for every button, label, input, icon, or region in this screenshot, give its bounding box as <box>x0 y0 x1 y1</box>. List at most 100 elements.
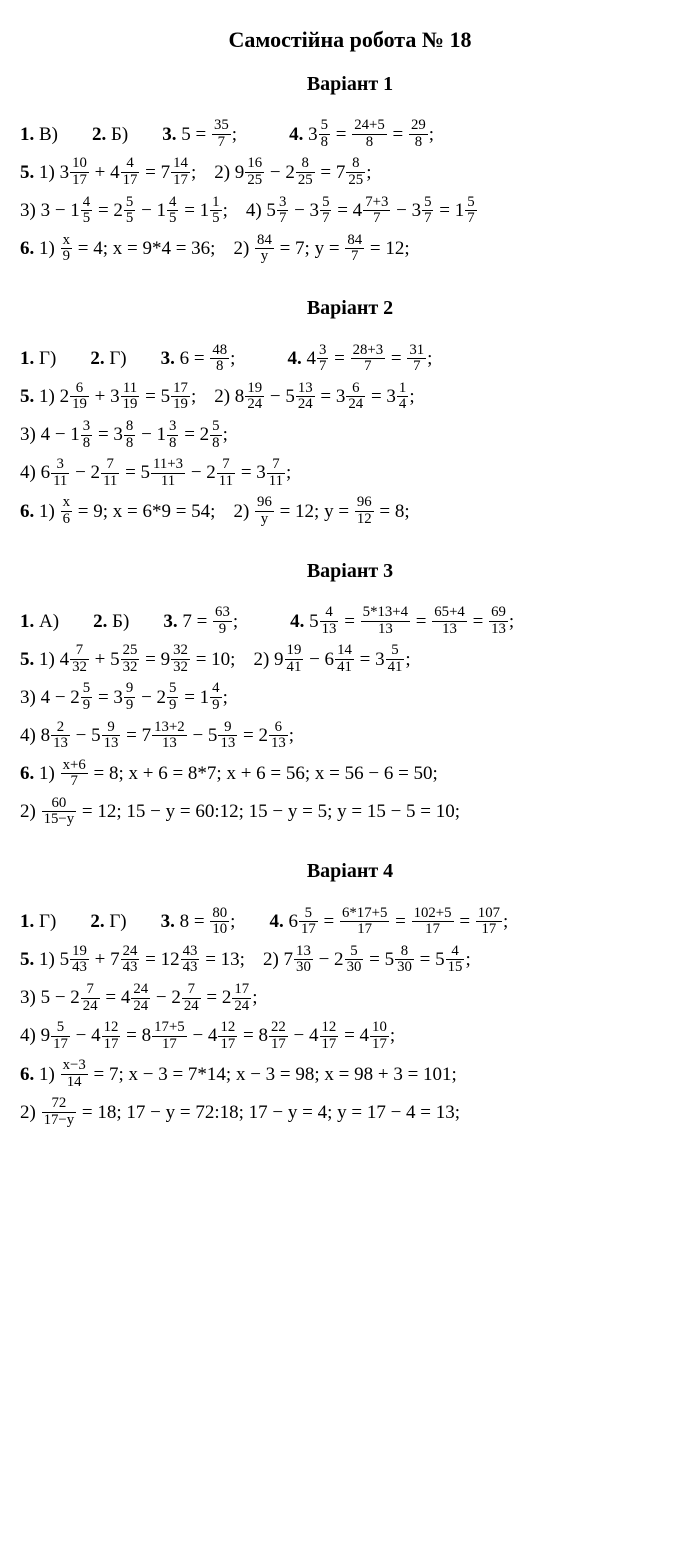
math-text: = 5 <box>120 462 150 483</box>
math-text: ; <box>230 911 235 932</box>
fraction: 417 <box>121 156 140 188</box>
fraction: 830 <box>395 944 414 976</box>
math-text: = 3 <box>236 462 266 483</box>
fraction: 96y <box>255 495 274 527</box>
math-text: 6 <box>284 911 298 932</box>
math-text: + 7 <box>90 949 120 970</box>
math-text: ; <box>366 162 371 183</box>
fraction: 99 <box>124 681 135 713</box>
fraction: 213 <box>51 720 70 752</box>
variant-heading: Варіант 4 <box>20 852 680 890</box>
math-text: 1) 5 <box>34 949 69 970</box>
math-text: = <box>390 911 410 932</box>
fraction: 1017 <box>70 156 89 188</box>
math-text: = 12 <box>140 949 179 970</box>
fraction: 58 <box>210 419 221 451</box>
fraction: 530 <box>345 944 364 976</box>
math-text: ; <box>289 725 294 746</box>
math-text: = <box>339 611 359 632</box>
math-text: = 8; x + 6 = 8*7; x + 6 = 56; x = 56 − 6… <box>89 763 438 784</box>
math-text: ; <box>509 611 514 632</box>
fraction: 59 <box>167 681 178 713</box>
fraction: 517 <box>299 906 318 938</box>
math-text: = 9 <box>140 649 170 670</box>
fraction: 1324 <box>296 381 315 413</box>
fraction: 311 <box>51 457 69 489</box>
fraction: 2532 <box>121 643 140 675</box>
problem-number: 2. <box>90 911 104 932</box>
math-text: ; <box>230 348 235 369</box>
fraction: 298 <box>409 118 428 150</box>
fraction: 619 <box>70 381 89 413</box>
math-text: = 2 <box>202 987 232 1008</box>
math-line: 6. 1) x6 = 9; x = 6*9 = 54;2) 96y = 12; … <box>20 494 680 530</box>
fraction: 28+37 <box>351 343 386 375</box>
math-text: 1) <box>34 238 59 259</box>
math-text: 3) 4 − 1 <box>20 424 80 445</box>
fraction: 15 <box>210 195 221 227</box>
math-line: 2) 7217−y = 18; 17 − y = 72:18; 17 − y =… <box>20 1095 680 1131</box>
fraction: 38 <box>81 419 92 451</box>
math-text: 2) 9 <box>214 162 244 183</box>
math-text: = 2 <box>238 725 268 746</box>
math-text: − 2 <box>70 462 100 483</box>
math-text: − 1 <box>136 424 166 445</box>
math-line: 4) 8213 − 5913 = 713+213 − 5913 = 2613; <box>20 718 680 754</box>
math-text: − 4 <box>289 1025 319 1046</box>
math-text: − 4 <box>188 1025 218 1046</box>
math-text: = <box>331 124 351 145</box>
math-text: 7 = <box>178 611 212 632</box>
fraction: 59 <box>81 681 92 713</box>
math-text: Г) <box>34 911 56 932</box>
fraction: 45 <box>167 195 178 227</box>
math-text: Г) <box>34 348 56 369</box>
problem-number: 1. <box>20 124 34 145</box>
fraction: 1217 <box>218 1020 237 1052</box>
fraction: x+67 <box>61 758 88 790</box>
math-text: = <box>319 911 339 932</box>
math-line: 5. 1) 51943 + 72443 = 124343 = 13;2) 713… <box>20 942 680 978</box>
math-text: − 2 <box>186 462 216 483</box>
math-line: 3) 4 − 259 = 399 − 259 = 149; <box>20 680 680 716</box>
fraction: 37 <box>277 195 288 227</box>
math-text: − 1 <box>136 200 166 221</box>
math-line: 6. 1) x−314 = 7; x − 3 = 7*14; x − 3 = 9… <box>20 1057 680 1093</box>
problem-number: 5. <box>20 386 34 407</box>
math-text: ; <box>409 386 414 407</box>
math-text: = 3 <box>93 424 123 445</box>
math-text: 4) 9 <box>20 1025 50 1046</box>
problem-number: 4. <box>289 124 303 145</box>
fraction: 2217 <box>269 1020 288 1052</box>
fraction: 3232 <box>171 643 190 675</box>
math-text: = 3 <box>355 649 385 670</box>
math-text: 1) 4 <box>34 649 69 670</box>
problem-number: 6. <box>20 1064 34 1085</box>
problem-number: 5. <box>20 949 34 970</box>
fraction: 45 <box>81 195 92 227</box>
fraction: 1330 <box>294 944 313 976</box>
math-text: − 6 <box>304 649 334 670</box>
math-text: = <box>468 611 488 632</box>
fraction: 488 <box>210 343 229 375</box>
fraction: 9612 <box>355 495 374 527</box>
math-text: = 5 <box>415 949 445 970</box>
fraction: 1924 <box>245 381 264 413</box>
problem-number: 1. <box>20 911 34 932</box>
fraction: 58 <box>319 118 330 150</box>
fraction: 2424 <box>131 982 150 1014</box>
math-text: − 2 <box>136 687 166 708</box>
fraction: 84y <box>255 233 274 265</box>
variant-heading: Варіант 1 <box>20 65 680 103</box>
math-text: = 4 <box>101 987 131 1008</box>
math-text: 2) 7 <box>263 949 293 970</box>
math-text: ; <box>233 611 238 632</box>
variant-heading: Варіант 3 <box>20 552 680 590</box>
math-text: − 2 <box>314 949 344 970</box>
fraction: 37 <box>317 343 328 375</box>
fraction: 413 <box>320 605 339 637</box>
fraction: 2443 <box>121 944 140 976</box>
fraction: 57 <box>422 195 433 227</box>
variant-block: Варіант 41. Г)2. Г)3. 8 = 8010;4. 6517 =… <box>20 852 680 1131</box>
math-line: 1. В)2. Б)3. 5 = 357;4. 358 = 24+58 = 29… <box>20 117 680 153</box>
fraction: 7+37 <box>363 195 390 227</box>
